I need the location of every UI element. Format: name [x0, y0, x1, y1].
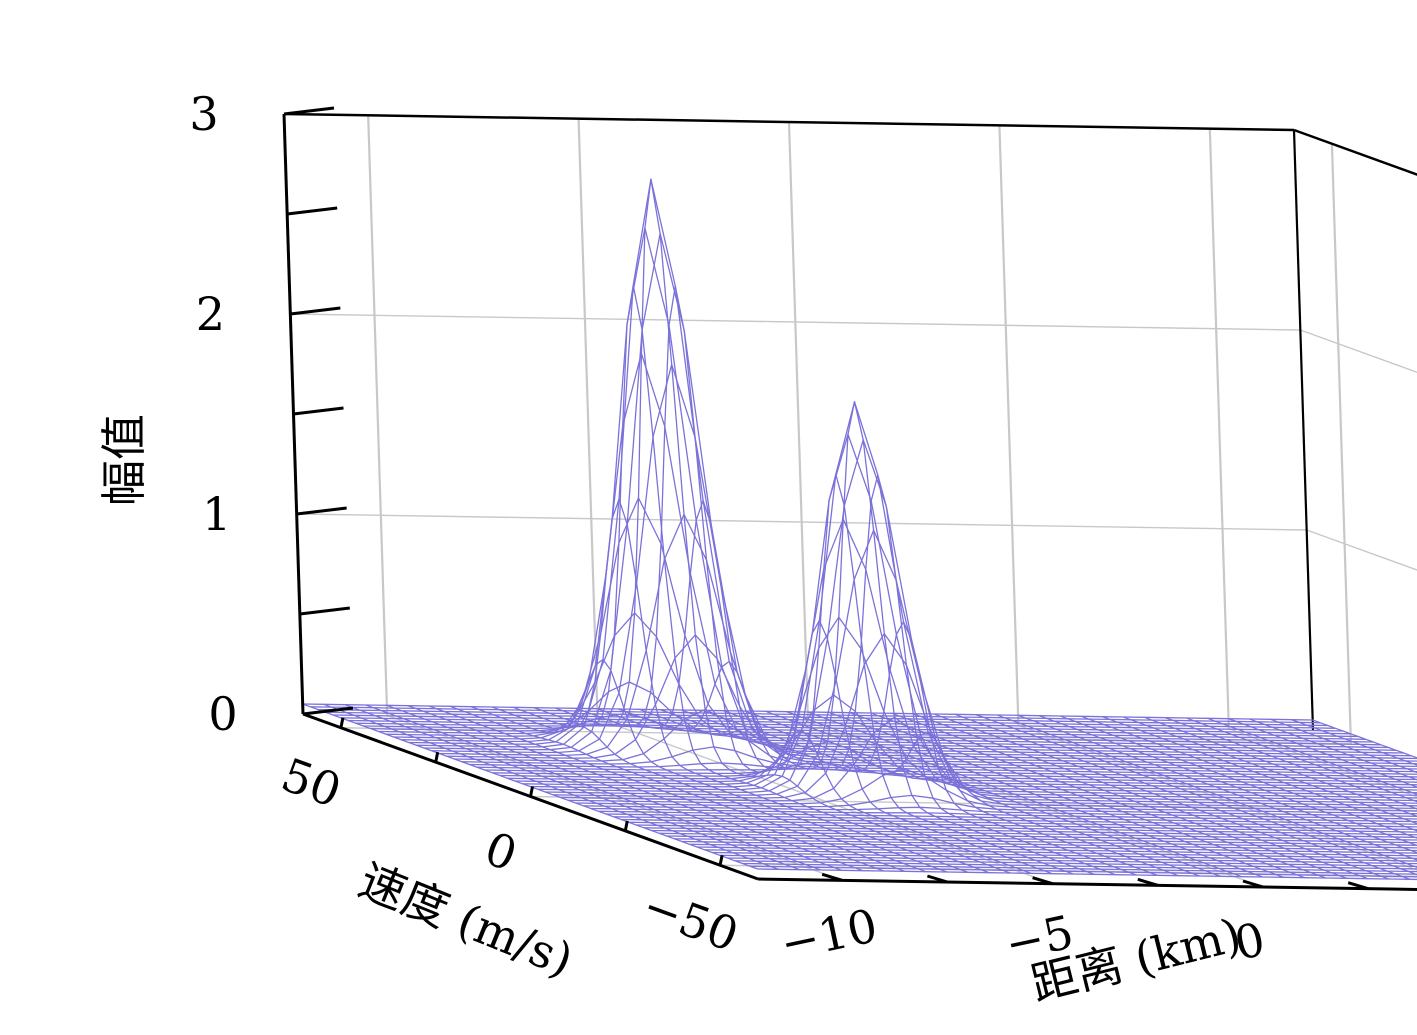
mesh-line-velocity-14: [408, 227, 1417, 760]
mesh-line-distance-6: [428, 705, 885, 872]
mesh-line-distance-39: [1123, 716, 1417, 825]
x-axis-line: [757, 877, 1417, 891]
mesh-line-distance-36: [1059, 715, 1417, 847]
mesh-line-distance-30: [933, 713, 1390, 880]
mesh-line-distance-43: [1207, 717, 1417, 795]
mesh-line-distance-8: [470, 706, 927, 873]
back-corner-edge: [1292, 129, 1315, 731]
mesh-line-velocity-15: [416, 178, 1417, 762]
x-tick-4: [1242, 879, 1264, 889]
mesh-line-distance-23: [786, 711, 1242, 878]
z-tick-label-3: 3: [189, 87, 218, 141]
grid-line-amplitude-right-2: [1293, 129, 1417, 176]
y-tick-label-0: 50: [275, 747, 348, 818]
mesh-line-distance-38: [1102, 716, 1417, 832]
mesh-line-distance-33: [996, 714, 1417, 869]
mesh-line-distance-46: [1270, 718, 1417, 774]
z-tick-label-1: 1: [202, 487, 231, 541]
back-top-edge-right: [1293, 128, 1417, 176]
z-tick-5: [286, 206, 338, 216]
mesh-line-distance-24: [807, 711, 1263, 878]
mesh-line-distance-45: [1249, 718, 1417, 781]
z-tick-label-0: 0: [208, 687, 237, 741]
z-tick-1: [299, 606, 351, 616]
mesh-line-distance-3: [365, 704, 822, 871]
grid-line-distance-3: [998, 125, 1020, 726]
z-axis-label: 幅值: [97, 414, 151, 506]
y-tick-3: [623, 820, 629, 832]
grid-line-amplitude-left-1: [290, 313, 1301, 331]
x-tick-0: [821, 872, 843, 882]
mesh-line-distance-12: [554, 178, 1011, 874]
axis-ticks: [283, 106, 1369, 891]
y-tick-label-2: −50: [636, 878, 746, 962]
mesh-line-distance-0: [302, 703, 758, 870]
back-top-edge-left: [283, 112, 1295, 132]
mesh-line-distance-42: [1186, 717, 1417, 803]
mesh-line-distance-28: [891, 712, 1348, 879]
grid-line-velocity-0: [1330, 143, 1353, 744]
mesh-line-distance-48: [1312, 719, 1417, 759]
mesh-line-distance-41: [1165, 717, 1417, 810]
z-tick-6: [283, 106, 335, 116]
z-tick-4: [290, 306, 341, 316]
mesh-line-distance-14: [597, 499, 1053, 875]
x-tick-2: [1032, 876, 1054, 886]
mesh-line-distance-31: [954, 713, 1411, 880]
grid-line-distance-1: [577, 118, 599, 719]
mesh-line-distance-32: [975, 714, 1417, 876]
grid-line-distance-0: [367, 115, 389, 716]
mesh-line-distance-7: [449, 705, 906, 872]
mesh-line-distance-5: [407, 705, 864, 872]
y-tick-0: [339, 717, 345, 729]
z-tick-0: [302, 706, 354, 716]
mesh-line-distance-10: [512, 498, 969, 873]
mesh-line-distance-37: [1080, 715, 1417, 839]
mesh-line-distance-35: [1038, 715, 1417, 854]
z-tick-3: [293, 406, 344, 416]
mesh-line-distance-44: [1228, 718, 1417, 788]
mesh-line-velocity-13: [401, 352, 1412, 757]
y-tick-4: [718, 854, 724, 866]
x-tick-5: [1347, 881, 1369, 891]
y-tick-2: [529, 786, 534, 797]
mesh-line-distance-16: [639, 401, 1095, 875]
mesh-line-distance-21: [744, 710, 1200, 877]
grid-line-distance-4: [1208, 128, 1230, 729]
mesh-line-distance-2: [344, 704, 801, 871]
axes-box: [282, 113, 1417, 891]
mesh-line-distance-29: [912, 713, 1369, 880]
mesh-line-distance-25: [828, 711, 1284, 878]
mesh-line-distance-40: [1144, 716, 1417, 817]
y-tick-1: [434, 751, 440, 763]
mesh-line-distance-18: [681, 621, 1137, 876]
grid-line-distance-2: [787, 121, 810, 723]
mesh-line-distance-19: [702, 709, 1158, 876]
y-axis-label: 速度 (m/s): [351, 853, 580, 987]
mesh-line-distance-26: [849, 712, 1306, 879]
mesh-line-distance-1: [323, 703, 779, 870]
mesh-line-distance-22: [765, 710, 1221, 877]
z-tick-label-2: 2: [196, 287, 225, 341]
x-tick-1: [926, 874, 948, 884]
y-tick-label-1: 0: [478, 821, 524, 882]
mesh-line-distance-11: [533, 284, 990, 874]
surface-mesh: [302, 178, 1417, 881]
x-tick-label-0: −10: [776, 898, 882, 971]
x-tick-3: [1137, 877, 1159, 887]
mesh-line-distance-47: [1291, 719, 1417, 766]
grid-line-amplitude-right-0: [1306, 529, 1417, 571]
z-tick-2: [296, 506, 347, 516]
mesh-line-distance-27: [870, 712, 1327, 879]
mesh-line-distance-13: [575, 285, 1032, 874]
mesh-line-distance-34: [1017, 714, 1417, 861]
mesh-line-distance-4: [386, 704, 843, 871]
grid-line-amplitude-right-1: [1300, 329, 1417, 374]
mesh-line-velocity-12: [393, 497, 1404, 754]
mesh-line-distance-15: [618, 473, 1074, 875]
mesh-line-distance-17: [660, 474, 1116, 876]
grid-line-amplitude-left-0: [296, 513, 1307, 531]
